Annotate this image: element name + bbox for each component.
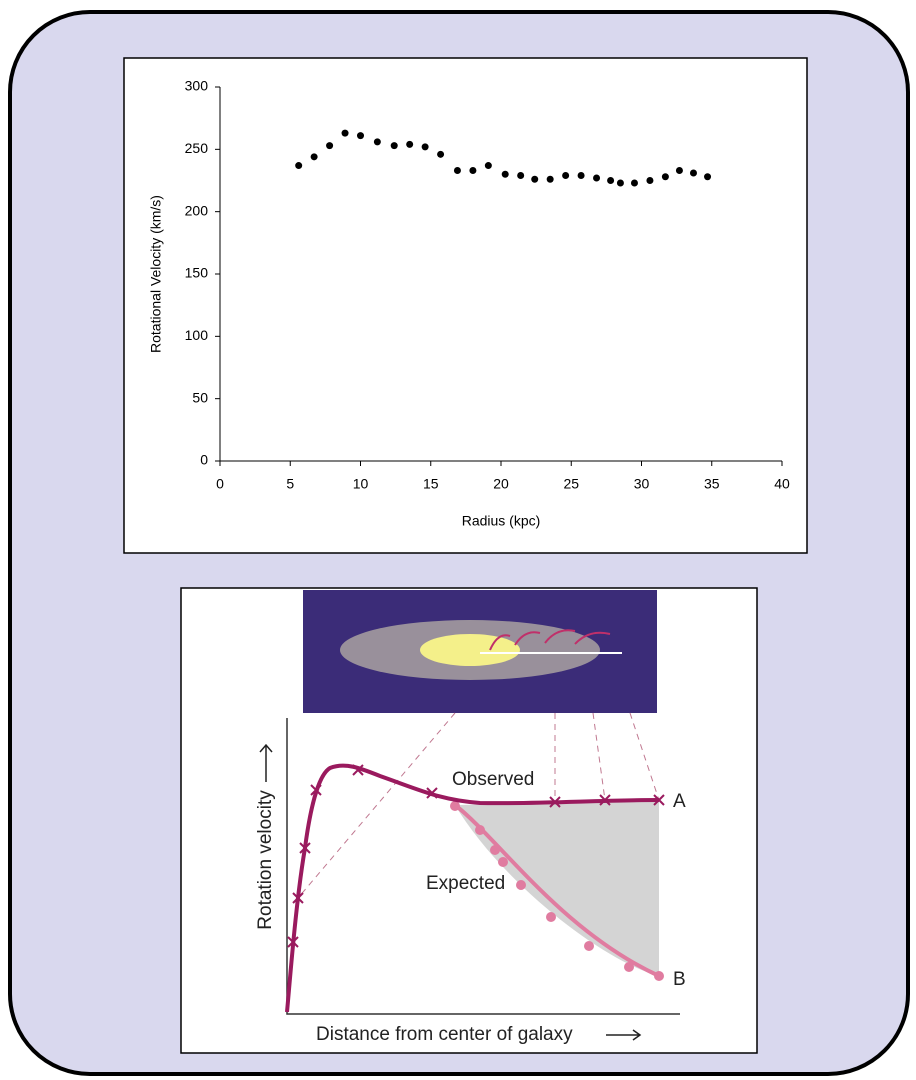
x-tick-label: 40: [774, 476, 790, 492]
x-tick-label: 10: [353, 476, 369, 492]
expected-dots: [450, 801, 664, 981]
x-tick-label: 30: [634, 476, 650, 492]
point: [421, 143, 429, 151]
x-tick-label: 25: [563, 476, 579, 492]
point: [341, 129, 349, 137]
chart-frame: [123, 57, 808, 554]
end-a-label: A: [673, 791, 686, 812]
point: [577, 172, 585, 180]
point: [310, 153, 318, 161]
guide-lines: [297, 712, 660, 899]
point: [373, 138, 381, 146]
y-tick-label: 50: [192, 389, 208, 405]
point: [630, 179, 638, 187]
x-tick-label: 5: [286, 476, 294, 492]
y-axis-label: Rotational Velocity (km/s): [148, 195, 164, 353]
point: [437, 150, 445, 158]
diagram-x-label: Distance from center of galaxy: [316, 1024, 573, 1045]
x-axis-label: Radius (kpc): [462, 513, 541, 529]
point: [469, 167, 477, 175]
point: [357, 132, 364, 140]
point: [484, 162, 492, 170]
diagram-axes: [286, 718, 680, 1015]
x-tick-label: 15: [423, 476, 439, 492]
end-b-label: B: [673, 969, 686, 990]
point: [501, 170, 509, 178]
point: [607, 177, 615, 184]
y-tick-label: 200: [185, 202, 209, 218]
y-tick-label: 250: [185, 140, 209, 156]
x-tick-label: 20: [493, 476, 509, 492]
point: [517, 172, 525, 180]
point: [295, 162, 303, 170]
point: [689, 169, 697, 177]
expected-curve: [453, 803, 660, 978]
y-tick-label: 0: [200, 452, 208, 468]
x-tick-label: 0: [216, 476, 224, 492]
point: [546, 175, 554, 183]
point: [661, 173, 669, 181]
point: [531, 175, 539, 183]
x-tick-label: 35: [704, 476, 720, 492]
point: [616, 179, 624, 187]
gap-area: [455, 800, 659, 976]
x-arrow: [606, 1029, 642, 1041]
point: [675, 167, 683, 175]
expected-label: Expected: [426, 873, 505, 894]
y-tick-label: 300: [185, 78, 209, 94]
y-tick-label: 100: [185, 327, 209, 343]
galaxy-core: [420, 634, 520, 666]
observed-crosses: [287, 764, 665, 948]
point: [406, 140, 414, 148]
point: [593, 174, 601, 182]
point: [326, 142, 334, 150]
observed-label: Observed: [452, 769, 534, 790]
point: [704, 173, 712, 181]
galaxy-arrows: [489, 629, 611, 651]
diagram-y-label: Rotation velocity: [255, 790, 276, 930]
y-tick-label: 150: [185, 265, 209, 281]
point: [390, 142, 398, 150]
y-arrow: [259, 743, 273, 782]
point: [453, 167, 461, 175]
point: [562, 172, 570, 180]
point: [646, 177, 654, 184]
